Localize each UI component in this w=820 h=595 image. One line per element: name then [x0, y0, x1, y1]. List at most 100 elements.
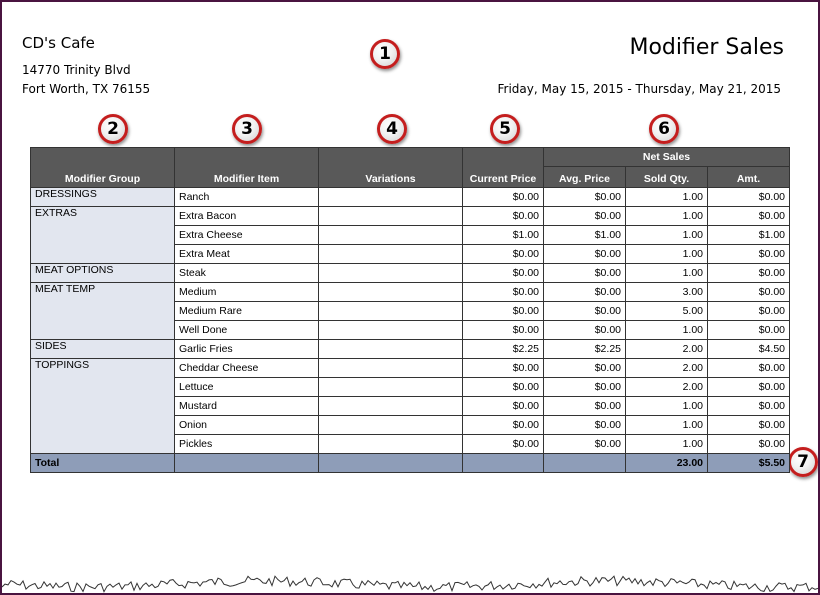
amt-cell: $0.00 [706, 396, 791, 416]
table-row: Extra Meat $0.00 $0.00 1.00 $0.00 [31, 244, 791, 264]
sold-qty-cell: 2.00 [625, 358, 708, 378]
table-row: Extra Cheese $1.00 $1.00 1.00 $1.00 [31, 225, 791, 245]
amt-cell: $0.00 [706, 415, 791, 435]
modifier-group-cell: MEAT TEMP [30, 282, 175, 340]
amt-cell: $0.00 [706, 263, 791, 283]
address-line-2: Fort Worth, TX 76155 [22, 82, 151, 96]
current-price-cell: $0.00 [462, 396, 544, 416]
modifier-item-cell: Well Done [174, 320, 319, 340]
variations-cell [318, 415, 463, 435]
sold-qty-cell: 2.00 [625, 339, 708, 359]
avg-price-cell: $0.00 [543, 206, 626, 226]
modifier-item-cell: Steak [174, 263, 319, 283]
variations-cell [318, 263, 463, 283]
variations-cell [318, 358, 463, 378]
modifier-group-cell: DRESSINGS [30, 187, 175, 207]
torn-edge [2, 575, 818, 593]
current-price-cell: $0.00 [462, 187, 544, 207]
modifier-item-cell: Extra Cheese [174, 225, 319, 245]
total-empty-cell [543, 453, 626, 473]
amt-cell: $4.50 [706, 339, 791, 359]
avg-price-cell: $0.00 [543, 301, 626, 321]
amt-cell: $0.00 [706, 187, 791, 207]
table-row: SIDES Garlic Fries $2.25 $2.25 2.00 $4.50 [30, 339, 791, 359]
cafe-name: CD's Cafe [22, 34, 95, 52]
sold-qty-cell: 1.00 [625, 396, 708, 416]
avg-price-cell: $0.00 [543, 320, 626, 340]
callout-badge-2: 2 [98, 114, 128, 144]
sold-qty-cell: 5.00 [625, 301, 708, 321]
variations-cell [318, 206, 463, 226]
avg-price-cell: $0.00 [543, 263, 626, 283]
amt-cell: $0.00 [706, 377, 791, 397]
col-header-current-price: Current Price [462, 147, 544, 188]
table-body: DRESSINGS Ranch $0.00 $0.00 1.00 $0.00 EXTRAS E… [30, 187, 791, 473]
variations-cell [318, 377, 463, 397]
sold-qty-cell: 1.00 [625, 225, 708, 245]
modifier-item-cell: Medium [174, 282, 319, 302]
variations-cell [318, 320, 463, 340]
modifier-item-cell: Garlic Fries [174, 339, 319, 359]
callout-badge-1: 1 [370, 39, 400, 69]
col-header-modifier-item: Modifier Item [174, 147, 319, 188]
callout-badge-4: 4 [377, 114, 407, 144]
table-row: Onion $0.00 $0.00 1.00 $0.00 [31, 415, 791, 435]
callout-badge-3: 3 [232, 114, 262, 144]
avg-price-cell: $0.00 [543, 187, 626, 207]
current-price-cell: $0.00 [462, 282, 544, 302]
sold-qty-cell: 1.00 [625, 415, 708, 435]
modifier-item-cell: Pickles [174, 434, 319, 454]
avg-price-cell: $1.00 [543, 225, 626, 245]
current-price-cell: $1.00 [462, 225, 544, 245]
variations-cell [318, 244, 463, 264]
col-header-net-sales: Net Sales [542, 147, 791, 167]
table-row: MEAT OPTIONS Steak $0.00 $0.00 1.00 $0.00 [30, 263, 791, 283]
amt-cell: $0.00 [706, 282, 791, 302]
avg-price-cell: $0.00 [543, 396, 626, 416]
address-line-1: 14770 Trinity Blvd [22, 63, 131, 77]
modifier-group-cell: TOPPINGS [30, 358, 175, 454]
date-range: Friday, May 15, 2015 - Thursday, May 21,… [497, 82, 781, 96]
total-amt: $5.50 [706, 453, 791, 473]
modifier-group-cell: SIDES [30, 339, 175, 359]
amt-cell: $0.00 [706, 320, 791, 340]
avg-price-cell: $0.00 [543, 358, 626, 378]
current-price-cell: $0.00 [462, 301, 544, 321]
col-header-amt: Amt. [706, 166, 791, 188]
current-price-cell: $0.00 [462, 206, 544, 226]
avg-price-cell: $0.00 [543, 282, 626, 302]
modifier-item-cell: Onion [174, 415, 319, 435]
amt-cell: $0.00 [706, 358, 791, 378]
amt-cell: $0.00 [706, 301, 791, 321]
table-row: DRESSINGS Ranch $0.00 $0.00 1.00 $0.00 [30, 187, 791, 207]
current-price-cell: $0.00 [462, 415, 544, 435]
col-header-avg-price: Avg. Price [543, 166, 626, 188]
avg-price-cell: $0.00 [543, 377, 626, 397]
col-header-modifier-group: Modifier Group [30, 147, 175, 188]
col-header-variations: Variations [318, 147, 463, 188]
amt-cell: $0.00 [706, 434, 791, 454]
modifier-group-cell: MEAT OPTIONS [30, 263, 175, 283]
variations-cell [318, 282, 463, 302]
current-price-cell: $0.00 [462, 263, 544, 283]
sold-qty-cell: 3.00 [625, 282, 708, 302]
avg-price-cell: $2.25 [543, 339, 626, 359]
modifier-item-cell: Ranch [174, 187, 319, 207]
modifier-item-cell: Lettuce [174, 377, 319, 397]
current-price-cell: $0.00 [462, 320, 544, 340]
total-row: Total 23.00 $5.50 [30, 453, 791, 473]
amt-cell: $0.00 [706, 244, 791, 264]
variations-cell [318, 396, 463, 416]
modifier-group-cell: EXTRAS [30, 206, 175, 264]
avg-price-cell: $0.00 [543, 244, 626, 264]
table-row: EXTRAS Extra Bacon $0.00 $0.00 1.00 $0.00 [30, 206, 791, 264]
modifier-item-cell: Extra Bacon [174, 206, 319, 226]
total-empty-cell [318, 453, 463, 473]
current-price-cell: $0.00 [462, 358, 544, 378]
table-row: MEAT TEMP Medium $0.00 $0.00 3.00 $0.00 [30, 282, 791, 340]
modifier-sales-table: Modifier Group Modifier Item Variations … [30, 147, 791, 473]
table-row: TOPPINGS Cheddar Cheese $0.00 $0.00 2.00 $0.0… [30, 358, 791, 454]
variations-cell [318, 434, 463, 454]
modifier-item-cell: Cheddar Cheese [174, 358, 319, 378]
